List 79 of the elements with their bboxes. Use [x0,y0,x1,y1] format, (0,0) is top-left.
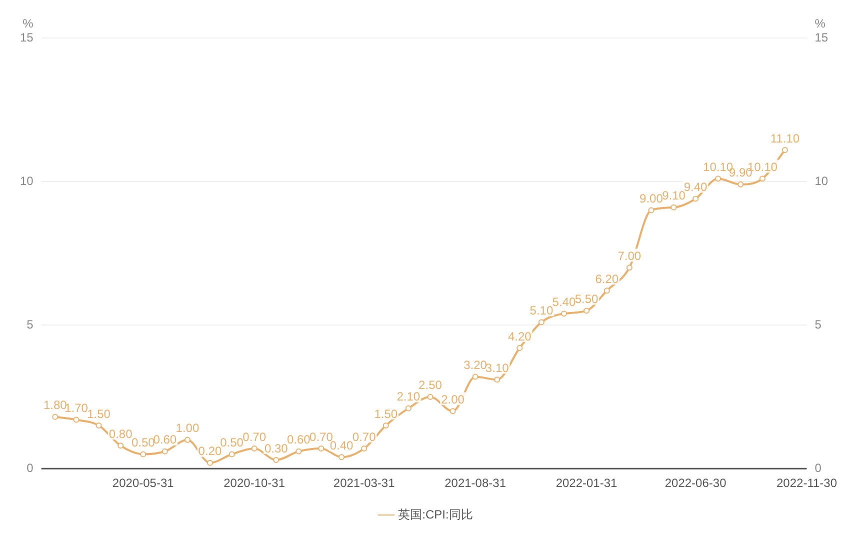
legend-label: 英国:CPI:同比 [398,507,473,522]
data-label: 5.40 [552,294,576,309]
data-label: 0.60 [153,432,177,447]
point [782,146,788,153]
data-label: 2.00 [441,392,465,406]
point [184,436,190,443]
point [96,422,102,429]
point [206,460,213,466]
point [450,408,456,414]
point [626,264,632,271]
point [52,414,58,420]
data-label: 0.50 [220,436,244,450]
point [494,376,500,383]
data-label: 1.50 [374,406,398,421]
data-label: 0.70 [352,430,376,444]
data-label: 2.50 [418,378,442,392]
point [604,288,610,294]
point [472,374,478,380]
y-tick-label: 10 [20,174,34,188]
point [738,181,744,188]
point [273,456,280,463]
x-tick-label: 2022-06-30 [664,476,727,490]
point [338,454,345,460]
y2-tick-label: 0 [814,460,822,475]
y2-tick-label: 5 [814,317,822,332]
data-label: 9.10 [662,188,686,203]
point [405,405,412,412]
x-tick-label: 2021-08-31 [444,476,506,490]
point [140,451,146,458]
point [692,196,699,202]
point [516,345,523,352]
point [382,422,389,429]
point [228,451,235,458]
point [670,204,677,210]
data-label: 3.20 [464,358,488,372]
data-label: 1.70 [64,401,88,416]
data-label: 2.10 [396,390,420,404]
x-tick-label: 2021-03-31 [333,476,396,490]
point [538,319,544,326]
x-tick-label: 2020-05-31 [112,476,174,490]
y-tick-label: 0 [26,460,34,475]
point [118,442,124,449]
point [560,310,567,317]
point [162,448,168,454]
x-tick-label: 2020-10-31 [224,476,286,490]
data-label: 0.20 [198,444,222,458]
data-label: 5.10 [530,304,554,318]
y2-tick-label: 15 [814,30,828,44]
data-label: 6.20 [595,272,619,286]
data-label: 0.70 [242,430,266,444]
y-axis-title: % [22,16,34,30]
data-label: 1.00 [176,421,200,436]
point [361,446,368,452]
x-tick-label: 2022-11-30 [776,476,838,490]
point [73,416,80,423]
data-label: 0.60 [286,432,311,447]
point [759,176,766,182]
y-tick-label: 5 [26,317,34,332]
y2-tick-label: 10 [814,174,828,188]
point [648,207,654,214]
data-label: 3.10 [485,360,510,375]
data-label: 11.10 [770,131,800,146]
data-label: 7.00 [618,248,642,263]
data-label: 1.50 [87,406,111,421]
data-label: 9.40 [684,180,708,194]
point [584,308,590,314]
x-tick-label: 2022-01-31 [556,476,618,490]
data-label: 9.00 [640,192,664,206]
data-label: 0.30 [264,441,288,456]
y2-axis-title: % [814,16,826,30]
point [251,446,258,452]
data-label: 4.20 [508,329,532,344]
data-label: 5.50 [574,292,599,306]
data-label: 0.80 [108,426,133,441]
point [318,446,324,452]
point [427,394,434,400]
point [715,176,722,182]
point [296,448,302,454]
y-tick-label: 15 [20,30,34,44]
